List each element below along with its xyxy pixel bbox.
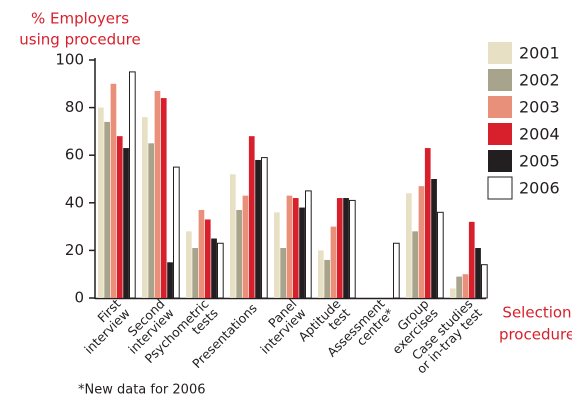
bar [167, 262, 173, 298]
legend-swatch [488, 69, 512, 91]
bar [116, 136, 123, 298]
bar [412, 231, 418, 298]
bar [123, 148, 129, 298]
bar [468, 221, 475, 298]
legend-swatch [488, 42, 512, 64]
bar [343, 198, 349, 298]
y-tick-label: 0 [74, 289, 84, 307]
bar [248, 136, 255, 298]
y-axis-title: using procedure [19, 31, 140, 49]
bar [481, 264, 488, 299]
bar [336, 198, 343, 298]
bar [305, 190, 312, 299]
bar [192, 248, 198, 298]
bar [349, 199, 356, 299]
bar [230, 174, 236, 298]
bar [318, 250, 324, 298]
bar [236, 209, 242, 298]
bar [330, 226, 337, 298]
bar [456, 276, 462, 298]
bar [450, 288, 456, 298]
bar [198, 209, 205, 298]
bar [286, 195, 293, 298]
bar [148, 143, 154, 298]
bar [261, 157, 268, 299]
legend-label: 2002 [519, 71, 560, 90]
bar [186, 231, 192, 298]
y-tick-label: 80 [65, 98, 84, 116]
bar [160, 98, 167, 298]
bar [431, 179, 437, 298]
bar [110, 83, 117, 298]
legend-label: 2001 [519, 44, 560, 63]
bar [173, 166, 180, 299]
bar [217, 242, 224, 299]
y-tick-label: 100 [55, 51, 84, 69]
bar [280, 248, 286, 298]
y-tick-label: 40 [65, 193, 84, 211]
bar [154, 90, 161, 298]
footnote: *New data for 2006 [78, 383, 206, 398]
bar [418, 186, 425, 298]
legend-label: 2005 [519, 152, 560, 171]
x-tick-label: Panelinterview [248, 296, 309, 357]
bar [406, 193, 412, 298]
bar [129, 71, 136, 299]
x-axis-title: Selection [502, 304, 571, 322]
legend-swatch [488, 150, 512, 172]
bar [242, 195, 249, 298]
y-tick-label: 20 [65, 241, 84, 259]
bar [424, 148, 431, 298]
bar [98, 107, 104, 298]
bar [211, 238, 217, 298]
legend-label: 2006 [519, 179, 560, 198]
bar [255, 159, 261, 298]
y-tick-label: 60 [65, 146, 84, 164]
bar [299, 207, 305, 298]
legend-label: 2003 [519, 98, 560, 117]
bar [462, 274, 469, 298]
legend-swatch [488, 123, 512, 145]
legend-label: 2004 [519, 125, 560, 144]
bar [393, 242, 400, 299]
bar [324, 259, 330, 298]
bar [142, 117, 148, 299]
bar [475, 248, 481, 298]
x-axis-title: procedure [499, 326, 572, 344]
bar [292, 198, 299, 298]
bar [437, 211, 444, 299]
legend-swatch [488, 96, 512, 118]
bar [274, 212, 280, 298]
legend-swatch [487, 176, 513, 200]
bar [204, 219, 211, 298]
y-axis-title: % Employers [31, 10, 129, 28]
bar [104, 121, 110, 298]
